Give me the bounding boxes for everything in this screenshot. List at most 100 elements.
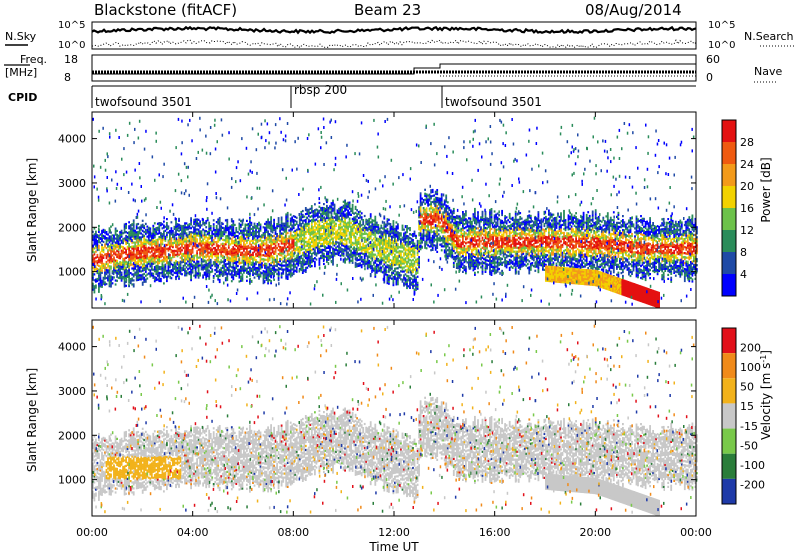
power-cell — [270, 252, 272, 255]
power-cell — [347, 225, 349, 228]
power-cell — [199, 264, 201, 267]
power-cell — [378, 237, 381, 240]
power-cell — [113, 256, 115, 259]
power-cell — [372, 243, 375, 246]
power-cell — [249, 260, 251, 263]
power-cell — [312, 226, 315, 229]
power-cell — [172, 234, 174, 237]
power-cell — [147, 268, 150, 271]
power-cell — [412, 248, 414, 252]
power-cell — [309, 235, 312, 238]
power-cell — [297, 254, 300, 257]
power-cell — [430, 211, 432, 214]
power-cell — [357, 242, 360, 245]
power-cell — [276, 233, 278, 236]
power-cell — [241, 273, 244, 276]
power-cell — [422, 228, 425, 232]
power-cell — [215, 274, 218, 277]
power-cell — [363, 252, 366, 255]
power-cell — [253, 242, 256, 245]
power-cell — [292, 225, 295, 228]
power-cell — [243, 233, 245, 236]
power-cell — [144, 260, 147, 263]
power-cell — [217, 258, 220, 261]
power-cell — [413, 234, 416, 237]
power-cell — [363, 244, 366, 247]
power-cell — [412, 246, 414, 250]
power-cell — [430, 191, 432, 194]
power-cell — [235, 228, 238, 232]
noise-right-bottom-tick: 10^0 — [708, 40, 735, 51]
power-cell — [270, 226, 272, 229]
power-cell — [200, 244, 203, 247]
power-cell — [348, 241, 351, 244]
power-cell — [255, 253, 257, 256]
power-cell — [339, 254, 342, 257]
power-cell — [421, 213, 423, 216]
power-cell — [374, 217, 377, 220]
power-cell — [188, 231, 191, 234]
power-cell — [412, 235, 414, 238]
power-cell — [445, 238, 448, 241]
power-cell — [424, 208, 426, 211]
power-cell — [178, 263, 180, 266]
power-cell — [397, 255, 399, 258]
power-cell — [152, 242, 155, 245]
power-cell — [282, 248, 285, 251]
power-cell — [131, 251, 134, 254]
power-cell — [380, 236, 383, 239]
power-cell — [371, 255, 374, 258]
power-cell — [116, 245, 118, 248]
power-cell — [335, 240, 337, 243]
power-cell — [233, 235, 236, 238]
power-cell — [143, 234, 146, 237]
power-cell — [389, 274, 392, 278]
power-cell — [197, 272, 200, 275]
power-cell — [384, 245, 387, 248]
power-cell — [211, 230, 214, 233]
power-cell — [445, 200, 448, 203]
power-cell — [421, 239, 423, 242]
power-cell — [395, 235, 398, 238]
power-cell — [113, 264, 115, 267]
power-cell — [240, 277, 242, 280]
power-cell — [170, 277, 173, 280]
power-cell — [321, 250, 324, 253]
power-cell — [150, 240, 153, 243]
power-cell — [205, 250, 208, 253]
power-cell — [280, 234, 283, 237]
power-cell — [283, 258, 286, 261]
power-cell — [117, 250, 120, 253]
power-cell — [134, 263, 137, 266]
power-cell — [267, 224, 269, 227]
power-cell — [439, 235, 442, 238]
power-cell — [146, 261, 149, 264]
power-cell — [185, 272, 188, 275]
power-cell — [326, 236, 328, 239]
power-cell — [282, 242, 285, 245]
power-cell — [440, 205, 443, 208]
power-cell — [209, 247, 212, 250]
power-cell — [267, 256, 269, 259]
power-cell — [244, 223, 247, 226]
power-cell — [169, 236, 171, 239]
power-cell — [400, 270, 402, 273]
power-cell — [431, 214, 434, 218]
power-cell — [193, 244, 195, 247]
power-cell — [163, 250, 165, 253]
power-cell — [166, 232, 168, 235]
power-cell — [366, 259, 369, 262]
power-cell — [333, 222, 336, 225]
power-cell — [96, 267, 99, 271]
power-cell — [416, 263, 419, 266]
power-cell — [194, 230, 197, 233]
power-cell — [102, 248, 105, 251]
power-cell — [153, 278, 156, 281]
power-cell — [310, 261, 313, 264]
power-cell — [276, 268, 278, 272]
power-cell — [188, 223, 191, 226]
power-cell — [226, 240, 229, 244]
power-cell — [304, 207, 307, 210]
power-cell — [347, 203, 349, 206]
power-cell — [403, 234, 405, 237]
